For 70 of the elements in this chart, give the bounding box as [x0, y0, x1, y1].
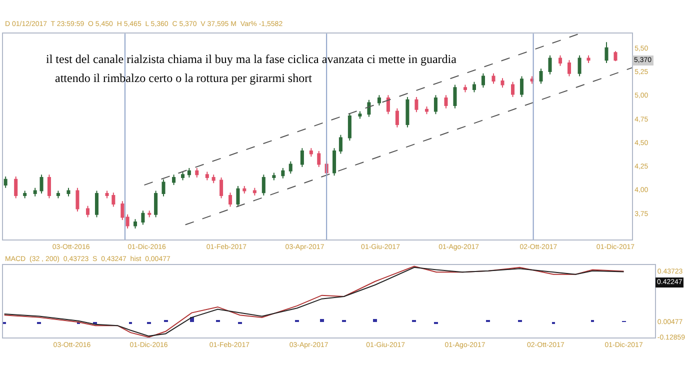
candlestick	[154, 190, 158, 218]
candlestick	[281, 168, 285, 179]
candlestick	[242, 185, 246, 194]
candlestick	[358, 110, 362, 120]
candlestick	[33, 187, 37, 197]
candlestick	[195, 168, 199, 178]
candlestick	[187, 168, 191, 178]
candlestick	[520, 76, 524, 98]
candlestick	[444, 94, 448, 109]
candlestick	[205, 171, 209, 181]
candlestick	[453, 84, 457, 109]
candlestick	[172, 174, 176, 186]
candlestick	[236, 185, 240, 208]
candlestick	[348, 112, 352, 142]
candlestick	[181, 171, 185, 181]
candlestick	[568, 60, 572, 77]
candlestick	[126, 214, 130, 230]
candlestick	[14, 176, 18, 199]
candlestick	[548, 54, 552, 75]
candlestick	[4, 176, 8, 188]
candlestick	[47, 174, 51, 199]
candlestick	[530, 76, 534, 84]
candlestick	[220, 176, 224, 199]
candlestick	[40, 174, 44, 194]
candlestick	[414, 96, 418, 113]
candlestick	[586, 54, 590, 64]
candlestick	[578, 54, 582, 77]
candlestick	[228, 192, 232, 208]
candlestick	[105, 190, 109, 199]
candlestick	[558, 54, 562, 66]
candlestick	[464, 84, 468, 93]
candlestick	[300, 148, 304, 168]
candlestick	[23, 190, 27, 199]
candlestick	[539, 68, 543, 84]
candlestick	[112, 192, 116, 208]
candlestick	[141, 210, 145, 226]
candlestick	[377, 94, 381, 106]
candlestick	[262, 174, 266, 196]
candlestick	[395, 108, 399, 128]
candlestick	[604, 42, 608, 64]
candlestick	[386, 94, 390, 115]
candlestick	[212, 174, 216, 184]
candlestick	[492, 72, 496, 84]
candlestick	[66, 187, 70, 197]
candlestick	[272, 172, 276, 181]
candlestick	[614, 50, 618, 62]
candlestick	[424, 106, 428, 115]
annotation: attendo il rimbalzo certo o la rottura per girarmi short	[55, 71, 313, 85]
candlestick	[500, 78, 504, 88]
candlestick	[406, 96, 410, 128]
candlestick	[317, 150, 321, 168]
candlestick	[511, 81, 515, 98]
candlestick	[367, 99, 371, 118]
candlestick	[252, 187, 256, 196]
annotation: il test del canale rialzista chiama il buy ma la fase ciclica avanzata ci mette in guardia	[46, 52, 458, 66]
candlestick	[338, 134, 342, 154]
candlestick	[162, 178, 166, 197]
candlestick	[332, 148, 336, 176]
candlestick	[76, 187, 80, 212]
candlestick	[472, 81, 476, 93]
candlestick	[56, 190, 60, 199]
candlestick	[288, 160, 292, 174]
candlestick	[148, 210, 152, 218]
candlestick	[309, 148, 313, 158]
candlestick	[134, 218, 138, 230]
candlestick	[120, 200, 124, 221]
candlestick	[86, 205, 90, 218]
candlestick	[94, 190, 98, 218]
candlestick	[434, 94, 438, 115]
candlestick	[481, 72, 485, 88]
